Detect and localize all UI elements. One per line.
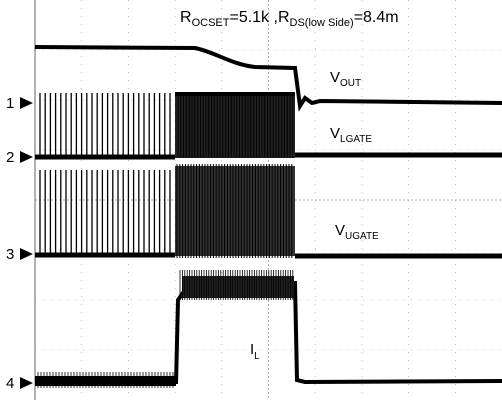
channel-number: 3 <box>6 246 14 263</box>
trace-label: VUGATE <box>335 222 379 242</box>
trace-label: IL <box>250 341 260 362</box>
trace-label-main: I <box>250 341 254 358</box>
pulse-train <box>176 164 293 258</box>
vout-trace <box>34 45 502 112</box>
pulse-train <box>39 93 171 157</box>
caption-subscript: OCSET <box>192 17 230 29</box>
pulse-train <box>39 170 171 255</box>
trace-label-main: V <box>335 222 345 239</box>
channel-number: 1 <box>6 95 14 112</box>
channel-number: 2 <box>6 149 14 166</box>
trace-label-sub: L <box>254 351 260 362</box>
channel-number: 4 <box>6 375 14 392</box>
settings-caption: ROCSET=5.1k ,RDS(low Side)=8.4m <box>180 9 399 29</box>
trace-label-main: V <box>330 125 340 142</box>
channel-marker <box>20 151 33 163</box>
trace-label-sub: OUT <box>340 78 361 89</box>
caption-part: =8.4m <box>354 9 399 26</box>
trace-label-main: V <box>330 69 340 86</box>
pulse-train <box>37 372 174 388</box>
pulse-train <box>177 92 294 158</box>
pulse-train <box>179 270 294 300</box>
caption-part: =5.1k ,R <box>229 9 289 26</box>
channel-marker <box>20 97 33 109</box>
caption-subscript: DS(low Side) <box>290 17 354 29</box>
il-noise-band <box>35 376 176 386</box>
trace-label: VOUT <box>330 69 361 89</box>
trace-label-sub: LGATE <box>340 134 372 145</box>
lgate-dense-block <box>175 92 295 158</box>
waveforms <box>34 45 502 388</box>
trace-label-sub: UGATE <box>345 231 379 242</box>
ugate-dense-block <box>175 166 295 256</box>
caption-part: R <box>180 9 192 26</box>
trace-label: VLGATE <box>330 125 372 145</box>
channel-marker <box>20 377 33 389</box>
channel-marker <box>20 248 33 260</box>
